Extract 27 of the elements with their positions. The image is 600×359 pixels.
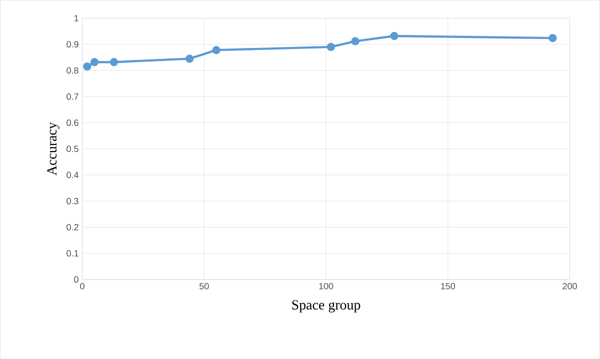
y-tick-label: 0.3: [66, 198, 78, 204]
point: [212, 46, 220, 54]
y-tick-label: 1: [74, 15, 78, 22]
y-tick-label: 0.6: [66, 120, 78, 126]
x-axis-title: Space group: [292, 300, 360, 313]
y-tick-label: 0: [74, 276, 78, 283]
y-tick-label: 0.4: [66, 172, 78, 178]
y-axis-title: Accuracy: [47, 122, 60, 176]
x-tick-label: 150: [441, 283, 456, 290]
y-tick-label: 0.7: [66, 94, 78, 100]
y-tick-label: 0.2: [66, 224, 78, 231]
point: [110, 58, 118, 66]
x-tick-label: 0: [80, 283, 84, 290]
y-tick-label: 0.5: [66, 146, 78, 152]
point: [548, 34, 557, 42]
point: [326, 42, 335, 52]
x-tick-label: 50: [200, 283, 209, 290]
point: [390, 32, 398, 40]
point: [90, 58, 99, 66]
y-tick-label: 0.9: [66, 41, 78, 48]
y-tick-label: 0.8: [66, 67, 78, 74]
point: [83, 62, 92, 71]
y-tick-label: 0.1: [66, 250, 78, 257]
x-tick-label: 200: [562, 283, 577, 290]
point: [185, 54, 194, 63]
point: [351, 37, 360, 46]
x-tick-label: 100: [319, 283, 334, 290]
